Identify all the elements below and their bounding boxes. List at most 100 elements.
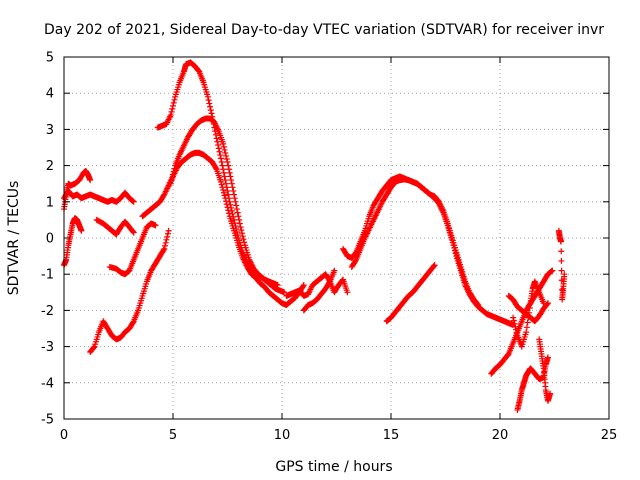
data-point-marker (220, 166, 227, 173)
series-track-12 (340, 173, 517, 328)
data-point-marker (526, 309, 533, 316)
y-tick-label: -1 (41, 268, 54, 283)
data-point-marker (300, 282, 307, 289)
series-track-18 (510, 278, 547, 350)
data-point-marker (130, 229, 137, 236)
data-point-marker (227, 201, 234, 208)
data-point-marker (523, 324, 530, 331)
x-tick-label: 25 (601, 428, 618, 443)
data-point-marker (215, 145, 222, 152)
data-point-marker (225, 162, 232, 169)
data-point-marker (223, 152, 230, 159)
data-point-marker (234, 209, 241, 216)
data-point-marker (217, 152, 224, 159)
data-point-marker (223, 184, 230, 191)
data-point-marker (162, 239, 169, 246)
data-point-marker (230, 213, 237, 220)
data-point-marker (474, 301, 481, 308)
y-tick-label: 0 (46, 232, 54, 247)
series-track-6 (93, 216, 137, 238)
y-tick-label: 4 (46, 87, 54, 102)
data-point-marker (430, 263, 437, 270)
data-point-marker (168, 177, 175, 184)
x-tick-labels: 0 5 10 15 20 25 (60, 428, 617, 443)
data-point-marker (223, 180, 230, 187)
data-point-marker (169, 105, 176, 112)
data-point-marker (217, 178, 224, 185)
data-point-marker (130, 198, 137, 205)
data-point-marker (229, 184, 236, 191)
data-point-marker (228, 177, 235, 184)
data-point-marker (78, 227, 85, 234)
series-track-2 (61, 168, 94, 213)
data-point-marker (163, 236, 170, 243)
data-point-marker (274, 282, 281, 289)
data-point-marker (220, 187, 227, 194)
data-point-marker (170, 99, 177, 106)
data-point-marker (231, 191, 238, 198)
data-point-marker (525, 314, 532, 321)
data-point-marker (222, 149, 229, 156)
data-point-marker (561, 271, 568, 278)
axis-ticks (63, 56, 610, 420)
data-point-marker (165, 227, 172, 234)
data-point-marker (87, 177, 94, 184)
data-point-marker (233, 228, 240, 235)
data-point-marker (218, 158, 225, 165)
series-track-19 (536, 336, 554, 404)
y-tick-label: -5 (41, 413, 54, 428)
data-point-marker (236, 216, 243, 223)
data-point-marker (224, 158, 231, 165)
data-point-marker (209, 117, 216, 124)
data-point-marker (237, 224, 244, 231)
data-point-marker (207, 107, 214, 114)
data-point-marker (558, 267, 565, 274)
data-point-marker (226, 169, 233, 176)
series-track-11 (300, 267, 338, 314)
x-tick-label: 0 (60, 428, 68, 443)
data-point-marker (169, 174, 176, 181)
y-axis-label: SDTVAR / TECUs (6, 181, 22, 296)
data-point-marker (223, 198, 230, 205)
series-track-4 (87, 227, 172, 356)
data-point-marker (234, 231, 241, 238)
data-point-marker (207, 103, 214, 110)
data-point-marker (225, 191, 232, 198)
data-point-marker (549, 267, 556, 274)
chart-title: Day 202 of 2021, Sidereal Day-to-day VTE… (44, 22, 604, 38)
data-point-marker (233, 202, 240, 209)
data-point-marker (431, 262, 438, 269)
data-point-marker (162, 242, 169, 249)
data-point-marker (219, 162, 226, 169)
data-point-marker (235, 213, 242, 220)
data-point-marker (90, 344, 97, 351)
data-point-marker (209, 113, 216, 120)
data-point-marker (225, 166, 232, 173)
series-track-5 (106, 220, 159, 278)
data-point-marker (220, 169, 227, 176)
data-series (61, 59, 568, 413)
data-point-marker (212, 131, 219, 138)
data-point-marker (344, 289, 351, 296)
data-point-marker (229, 210, 236, 217)
x-tick-label: 5 (169, 428, 177, 443)
data-point-marker (558, 238, 565, 245)
x-tick-label: 15 (383, 428, 400, 443)
data-point-marker (526, 304, 533, 311)
data-point-marker (226, 198, 233, 205)
data-point-marker (220, 140, 227, 147)
data-point-marker (224, 187, 231, 194)
series-track-3 (61, 215, 85, 269)
data-point-marker (205, 97, 212, 104)
data-point-marker (221, 173, 228, 180)
data-point-marker (239, 233, 246, 240)
data-point-marker (216, 148, 223, 155)
data-point-marker (512, 323, 519, 330)
data-point-marker (227, 173, 234, 180)
data-point-marker (228, 207, 235, 214)
data-point-marker (130, 319, 137, 326)
data-point-marker (161, 245, 168, 252)
data-point-marker (211, 124, 218, 131)
y-tick-label: 1 (46, 195, 54, 210)
data-point-marker (230, 187, 237, 194)
